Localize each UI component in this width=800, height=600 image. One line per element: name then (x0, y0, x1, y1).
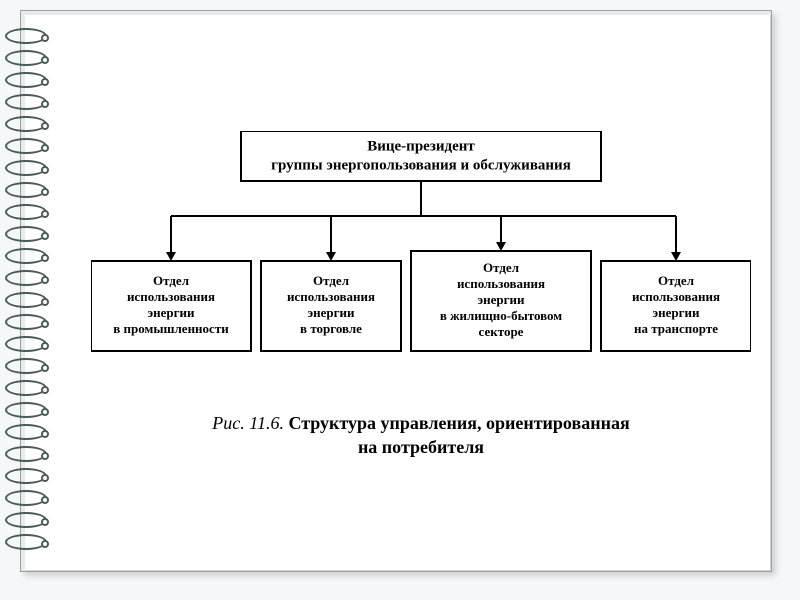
org-node-label: в торговле (300, 321, 362, 336)
org-node-label: Вице-президент (367, 138, 475, 154)
org-node-label: группы энергопользования и обслуживания (271, 157, 571, 173)
org-node-label: секторе (479, 324, 524, 339)
org-connector-arrow (671, 252, 681, 261)
org-connector-arrow (496, 242, 506, 251)
figure-title-line2: на потребителя (358, 437, 484, 457)
org-node-label: в промышленности (113, 321, 229, 336)
org-node-label: энергии (148, 305, 196, 320)
org-node-label: использования (127, 289, 215, 304)
diagram-area: Вице-президент группы энергопользования и… (91, 131, 751, 451)
org-node-label: в жилищно-бытовом (440, 308, 562, 323)
org-node-label: использования (287, 289, 375, 304)
org-node-label: на транспорте (634, 321, 718, 336)
org-node-label: Отдел (313, 273, 349, 288)
org-node-label: использования (457, 276, 545, 291)
org-node-label: Отдел (658, 273, 694, 288)
org-connector-arrow (326, 252, 336, 261)
org-node-label: энергии (308, 305, 356, 320)
org-node-label: энергии (478, 292, 526, 307)
figure-title-line1: Структура управления, ориентированная (288, 413, 629, 433)
org-node-label: использования (632, 289, 720, 304)
org-node-label: энергии (653, 305, 701, 320)
org-node-label: Отдел (153, 273, 189, 288)
figure-label: Рис. 11.6. (212, 413, 284, 433)
figure-caption: Рис. 11.6. Структура управления, ориенти… (91, 411, 751, 460)
org-chart: Вице-президент группы энергопользования и… (91, 131, 751, 391)
notebook-page: Вице-президент группы энергопользования и… (20, 10, 772, 572)
org-connector-arrow (166, 252, 176, 261)
org-node-label: Отдел (483, 260, 519, 275)
